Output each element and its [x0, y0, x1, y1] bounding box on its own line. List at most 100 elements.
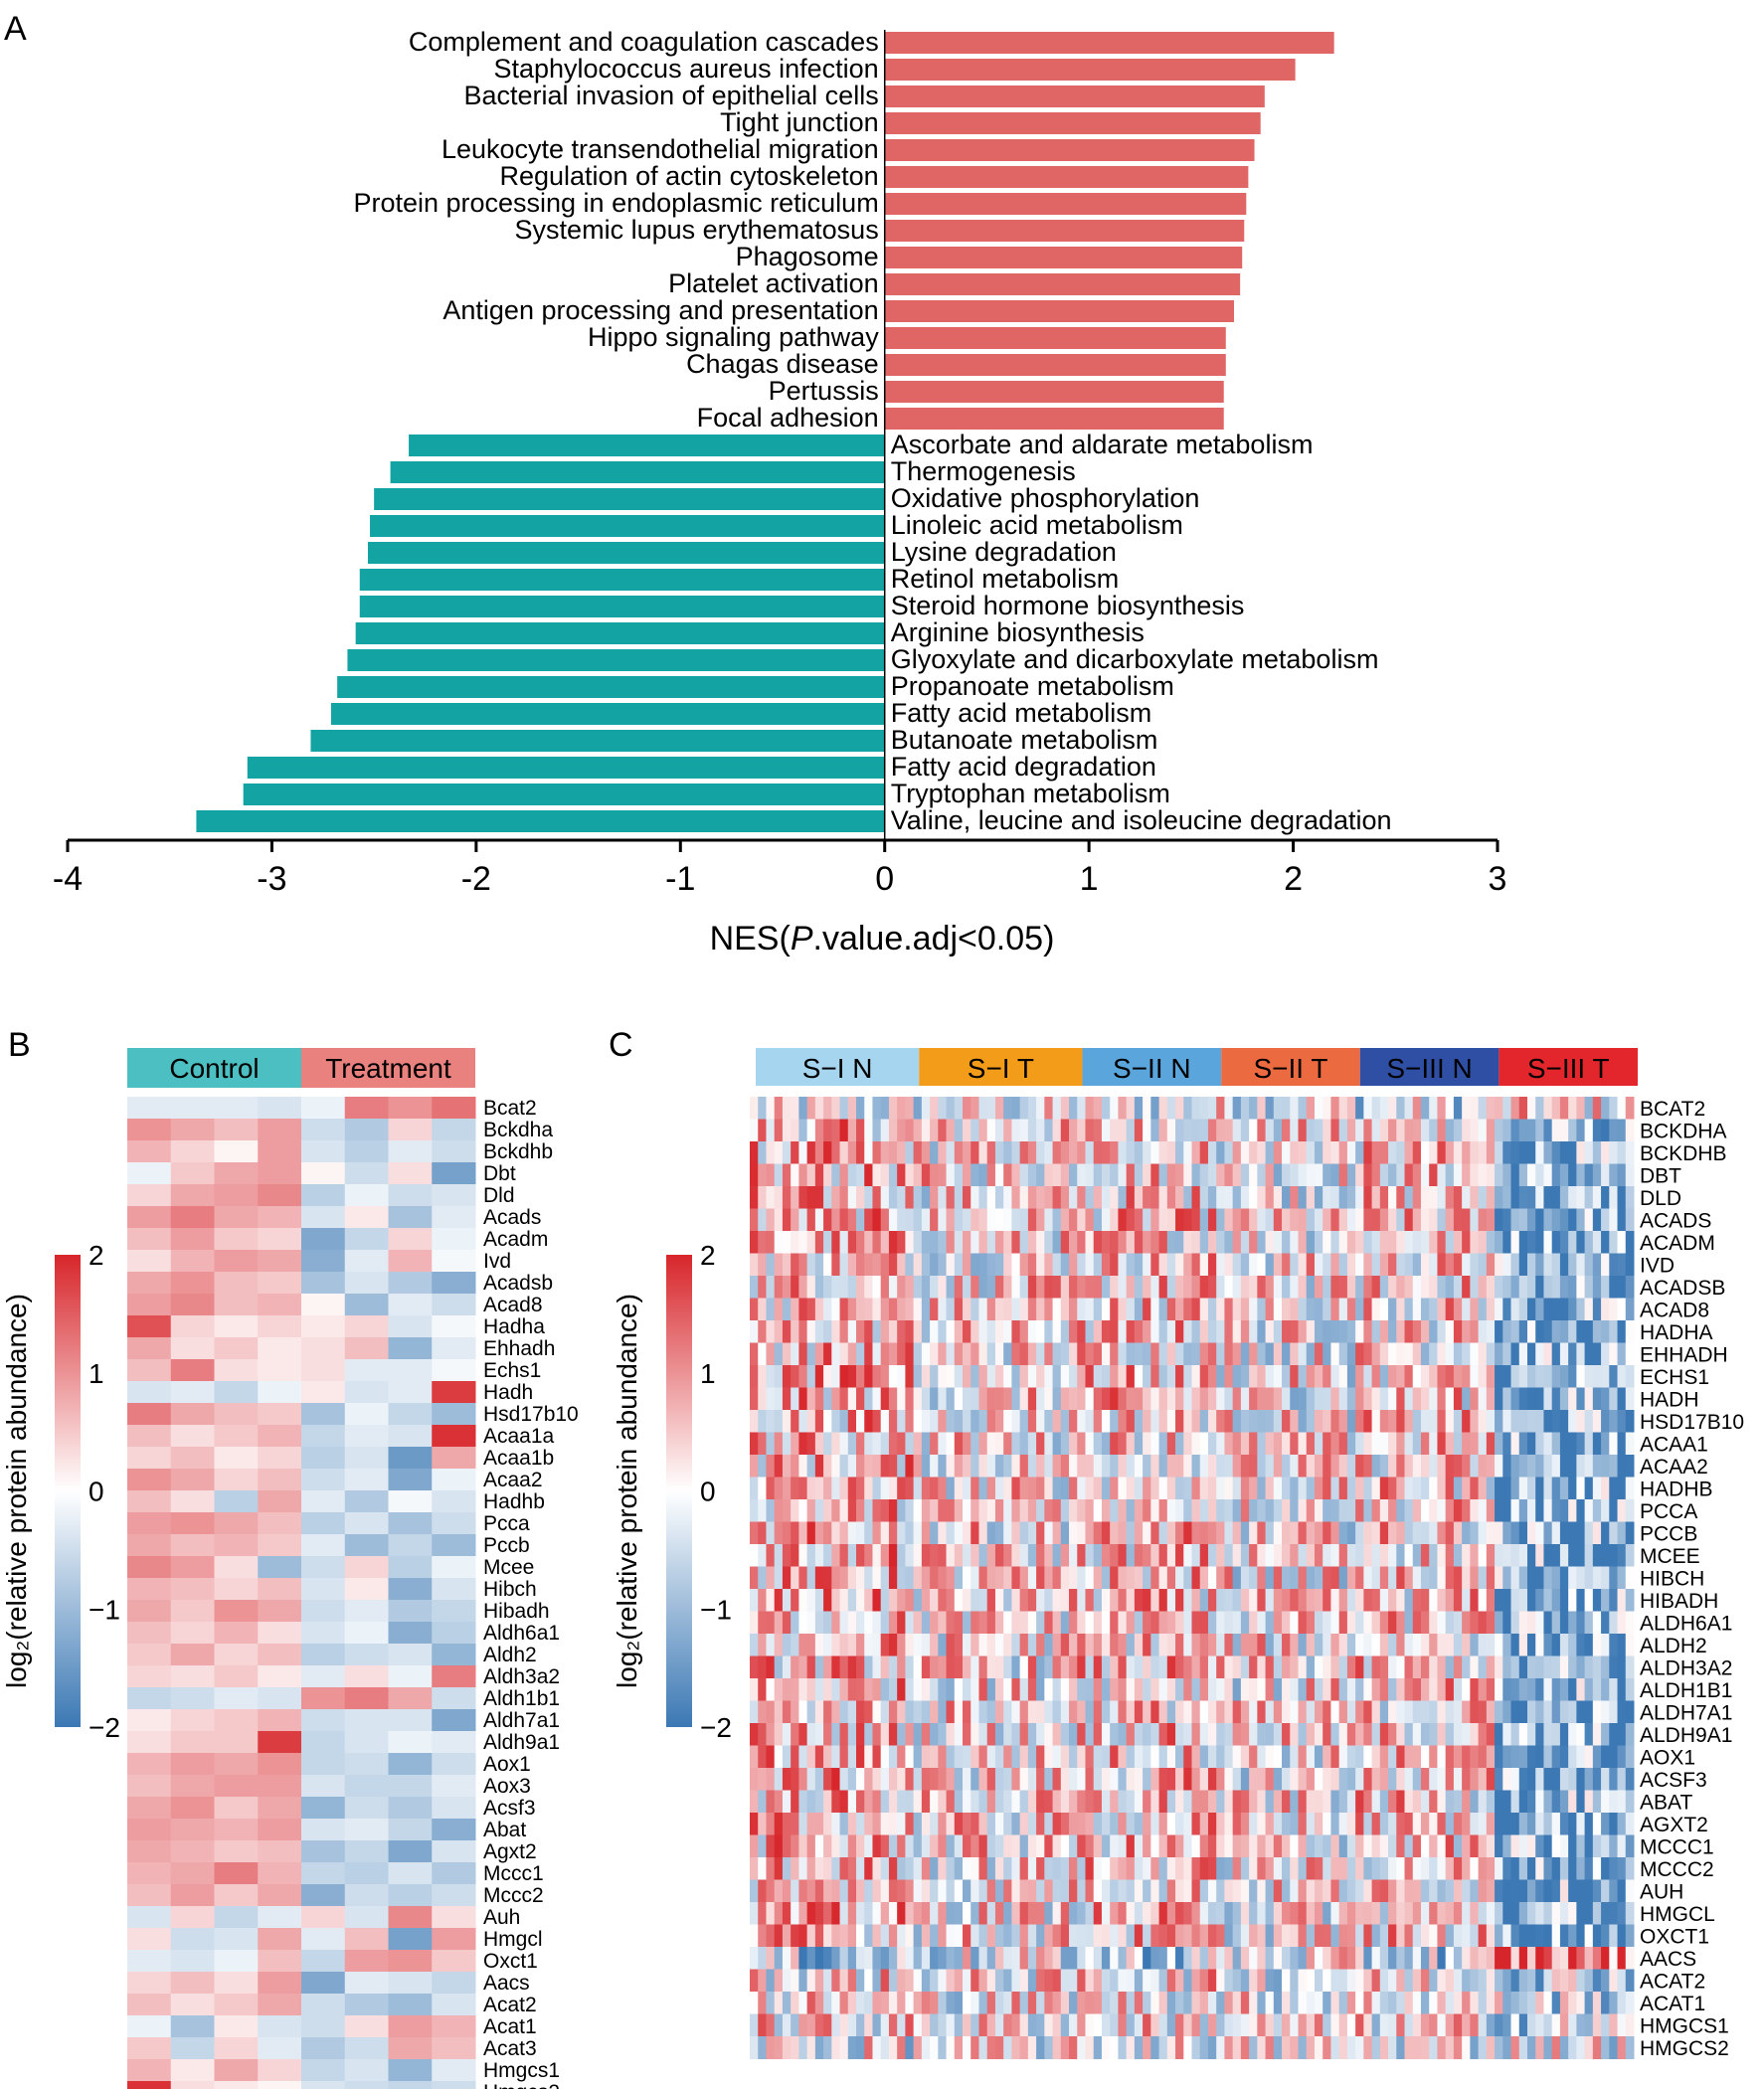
c-cell-26-96	[1535, 1678, 1544, 1701]
c-cell-36-20	[913, 1902, 923, 1925]
c-cell-40-7	[806, 1992, 816, 2014]
c-cell-2-88	[1470, 1141, 1480, 1164]
c-cell-13-72	[1338, 1387, 1348, 1411]
c-cell-22-24	[946, 1589, 956, 1612]
c-cell-31-107	[1625, 1790, 1635, 1814]
c-cell-41-40	[1077, 2013, 1086, 2037]
c-cell-3-52	[1175, 1163, 1184, 1187]
c-cell-3-96	[1535, 1163, 1544, 1187]
c-cell-5-40	[1077, 1208, 1086, 1232]
c-cell-14-32	[1011, 1410, 1021, 1433]
c-cell-4-50	[1158, 1186, 1168, 1209]
c-cell-26-30	[994, 1678, 1004, 1701]
c-cell-2-7	[806, 1141, 816, 1164]
c-cell-9-3	[774, 1298, 784, 1321]
c-cell-15-49	[1150, 1432, 1160, 1456]
c-cell-37-104	[1601, 1924, 1610, 1948]
c-cell-3-48	[1143, 1163, 1151, 1187]
c-cell-4-36	[1044, 1186, 1054, 1209]
c-cell-13-50	[1158, 1387, 1168, 1411]
c-cell-32-16	[880, 1813, 890, 1835]
c-cell-16-104	[1601, 1455, 1610, 1478]
c-cell-11-99	[1559, 1342, 1569, 1366]
c-cell-16-42	[1093, 1455, 1103, 1478]
c-cell-12-21	[921, 1365, 931, 1388]
bar-label-20: Retinol metabolism	[891, 564, 1120, 594]
c-cell-17-12	[847, 1477, 857, 1500]
c-cell-1-40	[1077, 1119, 1086, 1142]
c-cell-36-68	[1306, 1902, 1316, 1925]
c-cell-35-97	[1543, 1879, 1553, 1903]
c-cell-0-36	[1044, 1097, 1054, 1120]
b-cell-40-2	[214, 1972, 259, 1995]
c-cell-1-42	[1093, 1119, 1103, 1142]
c-cell-37-43	[1101, 1924, 1111, 1948]
c-cell-38-52	[1175, 1947, 1184, 1970]
c-cell-12-81	[1412, 1365, 1422, 1388]
c-cell-37-12	[847, 1924, 857, 1948]
c-cell-27-53	[1183, 1700, 1192, 1724]
b-cell-35-2	[214, 1862, 259, 1885]
c-cell-8-5	[791, 1276, 799, 1299]
c-cell-33-2	[766, 1834, 776, 1858]
c-cell-23-40	[1077, 1611, 1086, 1635]
c-cell-16-43	[1101, 1455, 1111, 1478]
b-cell-1-1	[170, 1119, 215, 1141]
b-cell-4-4	[301, 1184, 346, 1207]
c-cell-1-66	[1290, 1119, 1300, 1142]
c-cell-7-58	[1224, 1253, 1234, 1277]
c-cell-2-17	[888, 1141, 898, 1164]
c-group-label-4: S−III N	[1386, 1053, 1472, 1084]
c-cell-25-88	[1470, 1655, 1480, 1679]
c-cell-23-60	[1240, 1611, 1250, 1635]
c-cell-40-79	[1396, 1992, 1406, 2014]
c-cell-25-19	[905, 1655, 915, 1679]
c-cell-38-78	[1388, 1947, 1397, 1970]
c-cell-5-22	[930, 1208, 939, 1232]
c-cell-3-1	[758, 1163, 767, 1187]
c-cell-22-29	[986, 1589, 996, 1612]
c-cell-16-92	[1502, 1455, 1512, 1478]
c-cell-4-10	[831, 1186, 841, 1209]
c-cell-20-26	[963, 1544, 971, 1567]
b-cell-5-5	[344, 1206, 389, 1229]
c-cell-35-48	[1143, 1879, 1151, 1903]
c-cell-20-33	[1019, 1544, 1029, 1567]
c-cell-34-46	[1126, 1857, 1136, 1880]
c-cell-16-41	[1085, 1455, 1095, 1478]
c-cell-0-76	[1371, 1097, 1381, 1120]
c-cell-20-55	[1199, 1544, 1209, 1567]
c-cell-23-80	[1404, 1611, 1414, 1635]
c-cell-21-31	[1003, 1566, 1012, 1590]
b-cell-38-2	[214, 1928, 259, 1951]
c-cell-10-27	[970, 1320, 979, 1343]
c-cell-10-26	[963, 1320, 971, 1343]
c-cell-38-77	[1379, 1947, 1389, 1970]
c-cell-32-68	[1306, 1813, 1316, 1835]
c-cell-39-17	[888, 1969, 898, 1993]
c-cell-39-60	[1240, 1969, 1250, 1993]
c-cell-36-53	[1183, 1902, 1192, 1925]
b-cell-40-3	[258, 1972, 302, 1995]
c-cell-33-83	[1429, 1834, 1438, 1858]
c-cell-12-59	[1232, 1365, 1242, 1388]
c-cell-20-27	[970, 1544, 979, 1567]
c-cell-41-27	[970, 2013, 979, 2037]
c-cell-11-42	[1093, 1342, 1103, 1366]
bar-25	[331, 703, 885, 725]
c-cell-20-6	[798, 1544, 808, 1567]
c-cell-37-24	[946, 1924, 956, 1948]
c-cell-30-26	[963, 1768, 971, 1791]
c-cell-33-41	[1085, 1834, 1095, 1858]
c-cell-3-55	[1199, 1163, 1209, 1187]
c-cell-10-25	[954, 1320, 964, 1343]
c-cell-31-29	[986, 1790, 996, 1814]
c-cell-19-31	[1003, 1521, 1012, 1545]
c-cell-30-43	[1101, 1768, 1111, 1791]
b-cell-15-1	[170, 1425, 215, 1448]
c-cell-33-20	[913, 1834, 923, 1858]
c-cell-23-2	[766, 1611, 776, 1635]
b-cell-15-3	[258, 1425, 302, 1448]
c-cell-19-43	[1101, 1521, 1111, 1545]
c-cell-4-63	[1265, 1186, 1275, 1209]
